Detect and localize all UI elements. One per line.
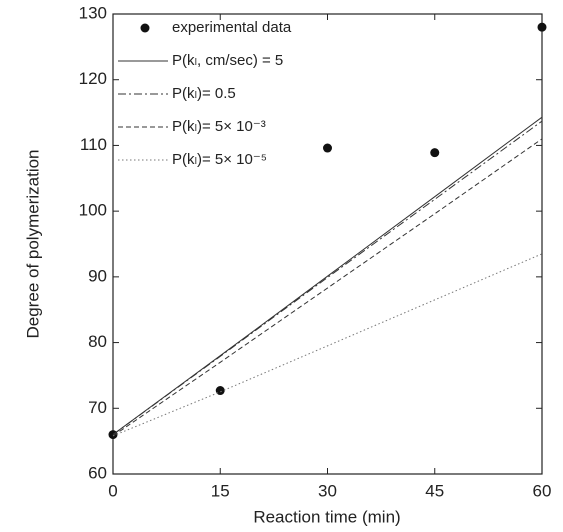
legend-label: P(kₗ, cm/sec) = 5: [172, 52, 283, 69]
series-line: [112, 116, 543, 435]
series-line: [112, 138, 543, 437]
x-tick-label: 60: [533, 481, 552, 500]
x-tick-label: 45: [425, 481, 444, 500]
y-tick-label: 100: [79, 201, 107, 220]
x-tick-label: 0: [108, 481, 117, 500]
y-tick-label: 60: [88, 463, 107, 482]
legend-label: P(kₗ)= 0.5: [172, 85, 236, 102]
data-point: [537, 22, 547, 32]
y-tick-label: 120: [79, 69, 107, 88]
plot-frame: [112, 13, 543, 475]
y-tick-label: 90: [88, 266, 107, 285]
series-line: [112, 253, 543, 437]
y-tick-label: 80: [88, 332, 107, 351]
legend-marker: [140, 23, 150, 33]
x-tick-label: 15: [211, 481, 230, 500]
y-axis-label: Degree of polymerization: [23, 150, 42, 339]
legend-label: P(kₗ)= 5× 10⁻³: [172, 118, 266, 135]
x-tick-label: 30: [318, 481, 337, 500]
x-axis-label: Reaction time (min): [253, 507, 400, 526]
data-point: [323, 143, 332, 153]
y-tick-label: 70: [88, 398, 107, 417]
legend-label: experimental data: [172, 19, 292, 36]
y-tick-label: 110: [80, 135, 107, 154]
y-tick-label: 130: [79, 3, 107, 22]
legend-label: P(kₗ)= 5× 10⁻⁵: [172, 151, 267, 168]
data-point: [430, 148, 440, 158]
data-point: [215, 386, 225, 396]
